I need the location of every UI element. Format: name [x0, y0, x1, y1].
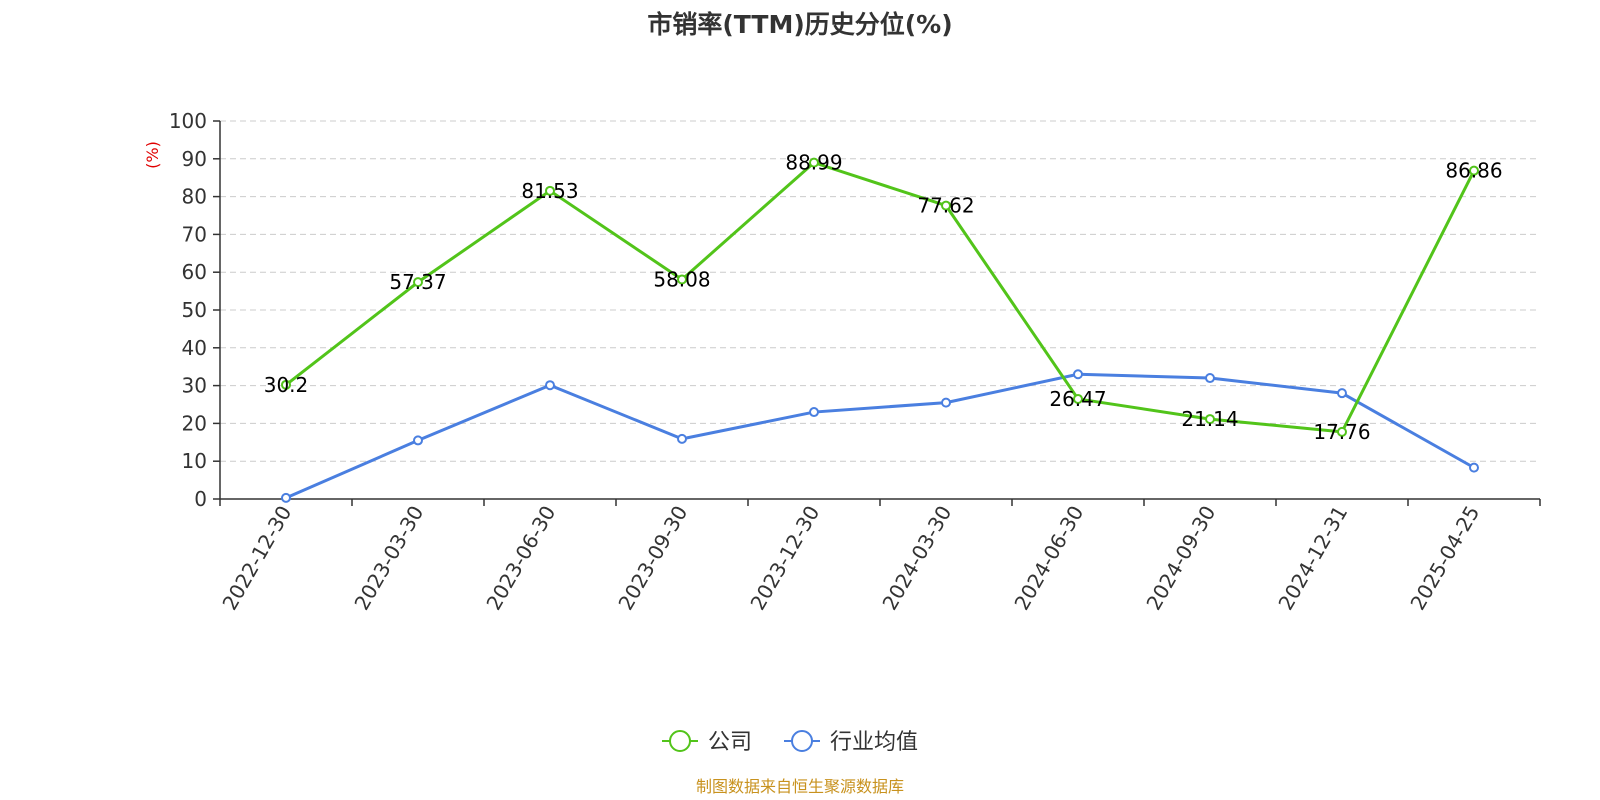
legend-label: 公司	[708, 730, 752, 755]
data-point	[413, 277, 423, 288]
data-point	[1469, 462, 1479, 473]
data-label: 58.08	[653, 267, 710, 291]
data-label: 88.99	[785, 151, 842, 175]
y-axis-unit-label: (%)	[143, 141, 162, 169]
data-label: 86.86	[1445, 159, 1502, 183]
y-tick-label: 40	[182, 336, 207, 360]
y-tick-label: 60	[182, 260, 207, 284]
y-tick-label: 0	[194, 487, 207, 511]
legend-marker	[669, 730, 691, 752]
x-tick-label: 2025-04-25	[1405, 502, 1484, 615]
data-point	[1205, 373, 1215, 384]
series-line	[285, 161, 1476, 434]
data-point	[941, 200, 951, 211]
y-tick-label: 90	[182, 147, 207, 171]
x-tick-label: 2024-12-31	[1273, 502, 1352, 615]
data-point	[281, 379, 291, 390]
grid-lines	[220, 120, 1540, 462]
x-tick-label: 2023-09-30	[613, 502, 692, 615]
data-point	[941, 397, 951, 408]
y-tick-label: 50	[182, 298, 207, 322]
y-tick-label: 80	[182, 185, 207, 209]
data-point	[1073, 393, 1083, 404]
data-point	[1073, 369, 1083, 380]
legend-marker	[791, 730, 813, 752]
y-tick-label: 30	[182, 374, 207, 398]
data-label: 81.53	[521, 179, 578, 203]
source-note: 制图数据来自恒生聚源数据库	[696, 777, 904, 796]
data-label: 77.62	[917, 194, 974, 218]
y-tick-label: 100	[169, 109, 207, 133]
x-tick-label: 2022-12-30	[217, 502, 296, 615]
x-tick-label: 2023-06-30	[481, 502, 560, 615]
data-point	[1469, 165, 1479, 176]
data-label: 17.76	[1313, 420, 1370, 444]
y-tick-label: 70	[182, 222, 207, 246]
legend-label: 行业均值	[830, 730, 918, 755]
legend: 公司 行业均值	[662, 730, 918, 755]
y-tick-label: 20	[182, 411, 207, 435]
data-label: 30.2	[264, 373, 309, 397]
chart-title: 市销率(TTM)历史分位(%)	[647, 10, 952, 39]
data-point	[545, 185, 555, 196]
data-point	[1337, 426, 1347, 437]
data-label: 26.47	[1049, 387, 1106, 411]
data-point	[677, 274, 687, 285]
x-tick-label: 2024-03-30	[877, 502, 956, 615]
x-tick-label: 2023-03-30	[349, 502, 428, 615]
data-point	[809, 407, 819, 418]
x-tick-label: 2023-12-30	[745, 502, 824, 615]
data-label: 57.37	[389, 270, 446, 294]
data-point	[1337, 388, 1347, 399]
data-point	[809, 157, 819, 168]
data-point	[413, 435, 423, 446]
x-tick-label: 2024-06-30	[1009, 502, 1088, 615]
data-point	[545, 380, 555, 391]
y-tick-label: 10	[182, 449, 207, 473]
data-label: 21.14	[1181, 407, 1238, 431]
x-tick-label: 2024-09-30	[1141, 502, 1220, 615]
data-point	[1205, 414, 1215, 425]
axes: 0 10 20 30 40 50 60 70 80 90 100 2022-12-30 2023-03-…	[169, 109, 1541, 615]
data-point	[281, 492, 291, 503]
data-point	[677, 433, 687, 444]
series-line	[285, 372, 1475, 500]
series-layer: 30.2 57.37 81.53 58.08 88.99 77.62 26.47 21.14 1…	[264, 151, 1503, 503]
